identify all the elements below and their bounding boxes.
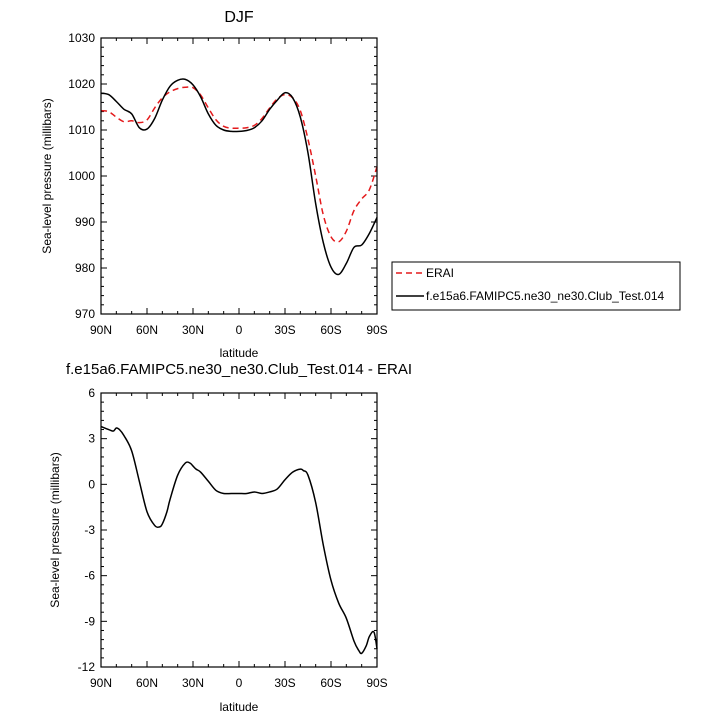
bottom-x-tick-label: 60S bbox=[320, 676, 341, 690]
top-x-tick-label: 90S bbox=[366, 323, 387, 337]
top-y-tick-label: 1030 bbox=[68, 31, 95, 45]
top-plot-frame bbox=[100, 37, 378, 315]
bottom-plot-frame bbox=[100, 392, 378, 668]
bottom-x-axis-label: latitude bbox=[220, 700, 259, 714]
bottom-y-tick-label: 3 bbox=[88, 432, 95, 446]
top-x-tick-label: 60S bbox=[320, 323, 341, 337]
top-y-tick-label: 1020 bbox=[68, 77, 95, 91]
bottom-series-lines bbox=[100, 425, 378, 655]
bottom-chart: f.e15a6.FAMIPC5.ne30_ne30.Club_Test.014 … bbox=[48, 361, 412, 714]
legend: ERAI f.e15a6.FAMIPC5.ne30_ne30.Club_Test… bbox=[391, 261, 681, 311]
top-series-line-1 bbox=[100, 78, 378, 276]
legend-label-erai: ERAI bbox=[426, 266, 454, 280]
bottom-y-tick-label: 0 bbox=[88, 477, 95, 491]
bottom-x-tick-label: 30S bbox=[274, 676, 295, 690]
bottom-x-tick-label: 90S bbox=[366, 676, 387, 690]
legend-item-erai: ERAI bbox=[396, 266, 454, 280]
top-series-line-0 bbox=[100, 86, 378, 243]
bottom-y-tick-label: -6 bbox=[84, 569, 95, 583]
top-x-tick-label: 0 bbox=[236, 323, 243, 337]
bottom-y-tick-label: 6 bbox=[88, 386, 95, 400]
top-y-tick-label: 970 bbox=[75, 307, 95, 321]
top-x-tick-label: 60N bbox=[136, 323, 158, 337]
bottom-y-axis-label: Sea-level pressure (millibars) bbox=[48, 452, 62, 607]
bottom-series-line-0 bbox=[100, 425, 378, 655]
top-y-axis-label: Sea-level pressure (millibars) bbox=[40, 98, 54, 253]
bottom-chart-title: f.e15a6.FAMIPC5.ne30_ne30.Club_Test.014 … bbox=[66, 361, 412, 378]
top-axis-ticks: 90N 60N 30N 0 30S 60S 90S 1030 1020 1010 1000 990 98… bbox=[68, 31, 387, 337]
top-x-tick-label: 90N bbox=[90, 323, 112, 337]
top-series-lines bbox=[100, 78, 378, 276]
top-chart: DJF Sea-level pressure (millibars) latit… bbox=[40, 9, 388, 360]
top-x-tick-label: 30N bbox=[182, 323, 204, 337]
top-y-tick-label: 990 bbox=[75, 215, 95, 229]
legend-box bbox=[391, 261, 681, 311]
bottom-y-tick-label: -9 bbox=[84, 614, 95, 628]
bottom-y-tick-label: -12 bbox=[78, 660, 96, 674]
bottom-x-tick-label: 0 bbox=[236, 676, 243, 690]
bottom-x-tick-label: 90N bbox=[90, 676, 112, 690]
legend-label-model: f.e15a6.FAMIPC5.ne30_ne30.Club_Test.014 bbox=[426, 289, 664, 303]
bottom-axis-ticks: 90N 60N 30N 0 30S 60S 90S 6 3 0 -3 -6 -9 -12 bbox=[78, 386, 388, 690]
top-x-tick-label: 30S bbox=[274, 323, 295, 337]
bottom-x-tick-label: 30N bbox=[182, 676, 204, 690]
top-y-tick-label: 1000 bbox=[68, 169, 95, 183]
top-chart-title: DJF bbox=[224, 9, 254, 26]
top-y-tick-label: 980 bbox=[75, 261, 95, 275]
top-x-axis-label: latitude bbox=[220, 346, 259, 360]
legend-item-model: f.e15a6.FAMIPC5.ne30_ne30.Club_Test.014 bbox=[396, 289, 664, 303]
bottom-x-tick-label: 60N bbox=[136, 676, 158, 690]
bottom-y-tick-label: -3 bbox=[84, 523, 95, 537]
top-y-tick-label: 1010 bbox=[68, 123, 95, 137]
